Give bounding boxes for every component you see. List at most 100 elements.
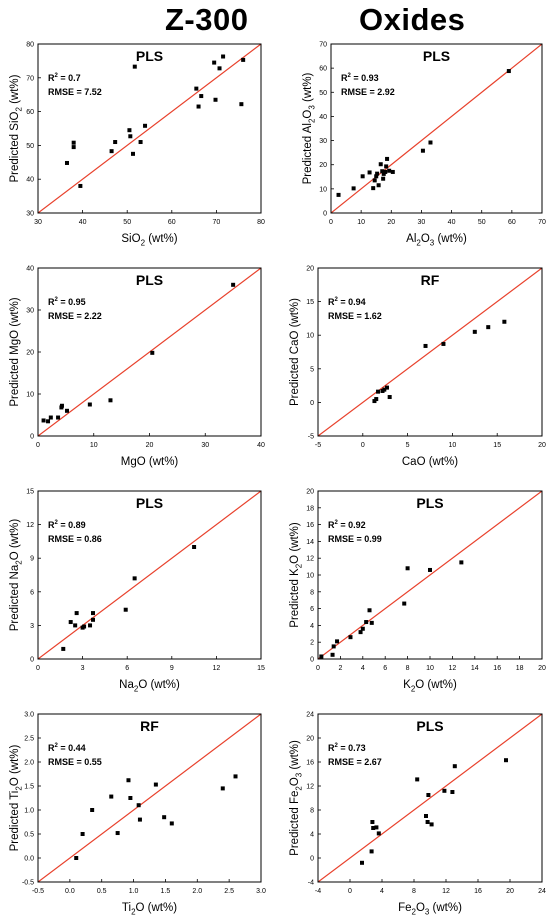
data-point (376, 183, 381, 188)
data-point (127, 128, 132, 133)
data-point (220, 786, 225, 791)
data-point (506, 69, 511, 74)
scatter-panel: 0 2 4 6 8 10 12 14 16 18 20 0 2 4 6 8 10 12 14 16 18 20 K2O (w… (289, 489, 546, 694)
x-tick-label: 80 (257, 219, 265, 226)
x-tick-label: 0 (361, 442, 365, 449)
data-point (59, 403, 64, 408)
data-point (374, 825, 379, 830)
data-point (68, 620, 73, 625)
plot-frame (37, 713, 262, 883)
data-point (128, 796, 133, 800)
data-point (374, 397, 379, 402)
data-point (61, 646, 66, 651)
x-tick-label: 6 (383, 665, 387, 672)
x-tick-label: 8 (412, 888, 416, 895)
x-axis-label: K2O (wt%) (403, 679, 457, 693)
data-point (90, 808, 95, 812)
y-tick-label: 40 (26, 266, 34, 273)
data-point (82, 624, 87, 629)
data-point (387, 395, 392, 400)
data-point (450, 790, 455, 794)
y-axis-label: Predicted CaO (wt%) (289, 298, 301, 406)
rmse-annotation: RMSE = 7.52 (48, 87, 102, 97)
data-point (367, 608, 372, 613)
y-tick-label: 20 (26, 350, 34, 357)
x-tick-label: 2.0 (192, 888, 202, 895)
data-point (348, 635, 353, 640)
y-tick-label: 0 (310, 657, 314, 664)
x-tick-label: 40 (79, 219, 87, 226)
data-point (192, 545, 197, 549)
y-tick-label: 30 (319, 138, 327, 145)
data-point (91, 611, 96, 616)
x-tick-label: 30 (34, 219, 42, 226)
x-tick-label: 4 (361, 665, 365, 672)
rmse-annotation: RMSE = 0.55 (48, 757, 102, 767)
x-tick-label: 20 (538, 442, 546, 449)
y-tick-label: 80 (26, 42, 34, 49)
scatter-panel: 0 3 6 9 12 15 0 3 6 9 12 15 Na2O (wt%) Predicted Na2O… (9, 489, 265, 694)
x-tick-label: 50 (123, 219, 131, 226)
y-tick-label: 4 (310, 623, 314, 630)
x-tick-label: 40 (448, 219, 456, 226)
data-point (46, 419, 51, 424)
method-label: RF (421, 272, 440, 288)
x-tick-label: 20 (387, 219, 395, 226)
x-tick-label: 30 (418, 219, 426, 226)
x-tick-label: -0.5 (32, 888, 44, 895)
y-tick-label: 10 (306, 573, 314, 580)
x-tick-label: 20 (538, 665, 546, 672)
data-point (351, 186, 356, 191)
x-tick-label: 50 (478, 219, 486, 226)
data-point (384, 164, 389, 169)
data-point (132, 64, 137, 69)
data-point (336, 192, 341, 197)
scatter-panel: 0 10 20 30 40 0 10 20 30 40 MgO (wt%) Predicted MgO… (9, 266, 265, 469)
y-tick-label: 12 (306, 556, 314, 563)
data-point (502, 319, 507, 324)
y-tick-label: 20 (306, 736, 314, 743)
y-tick-label: 20 (319, 162, 327, 169)
data-point (426, 793, 431, 797)
x-tick-label: 12 (442, 888, 450, 895)
y-axis-label: Predicted SiO2 (wt%) (9, 74, 23, 182)
r2-annotation: R2 = 0.73 (328, 743, 366, 753)
data-point (369, 849, 374, 854)
data-point (360, 174, 365, 179)
data-point (74, 611, 79, 616)
y-axis-label: Predicted MgO (wt%) (9, 297, 21, 406)
r2-annotation: R2 = 0.93 (341, 73, 379, 83)
y-tick-label: 0 (310, 856, 314, 863)
plot-frame (37, 43, 262, 214)
x-tick-label: 70 (538, 219, 546, 226)
y-tick-label: 40 (26, 177, 34, 184)
data-point (378, 162, 383, 167)
data-point (162, 815, 167, 820)
rmse-annotation: RMSE = 0.86 (48, 534, 102, 544)
y-tick-label: 5 (310, 366, 314, 373)
identity-line (318, 714, 542, 882)
data-point (138, 140, 143, 145)
rmse-annotation: RMSE = 2.67 (328, 757, 382, 767)
x-tick-label: 0.5 (97, 888, 107, 895)
data-point (415, 777, 420, 782)
data-point (387, 168, 392, 173)
scatter-panel: 30 40 50 60 70 80 30 40 50 60 70 80 SiO2 (wt%) Predic… (9, 42, 265, 248)
data-point (71, 140, 76, 145)
y-tick-label: -4 (308, 880, 314, 887)
y-tick-label: 20 (306, 489, 314, 496)
data-point (199, 94, 204, 99)
x-tick-label: 6 (125, 665, 129, 672)
data-point (420, 148, 425, 153)
data-point (371, 186, 376, 191)
data-point (441, 341, 446, 346)
data-point (78, 183, 83, 188)
data-point (429, 822, 434, 827)
r2-annotation: R2 = 0.7 (48, 73, 81, 83)
y-axis-label: Predicted Al2O3 (wt%) (302, 72, 316, 184)
data-point (239, 102, 244, 107)
y-tick-label: 0 (310, 400, 314, 407)
data-point (319, 654, 324, 659)
r2-annotation: R2 = 0.94 (328, 297, 366, 307)
